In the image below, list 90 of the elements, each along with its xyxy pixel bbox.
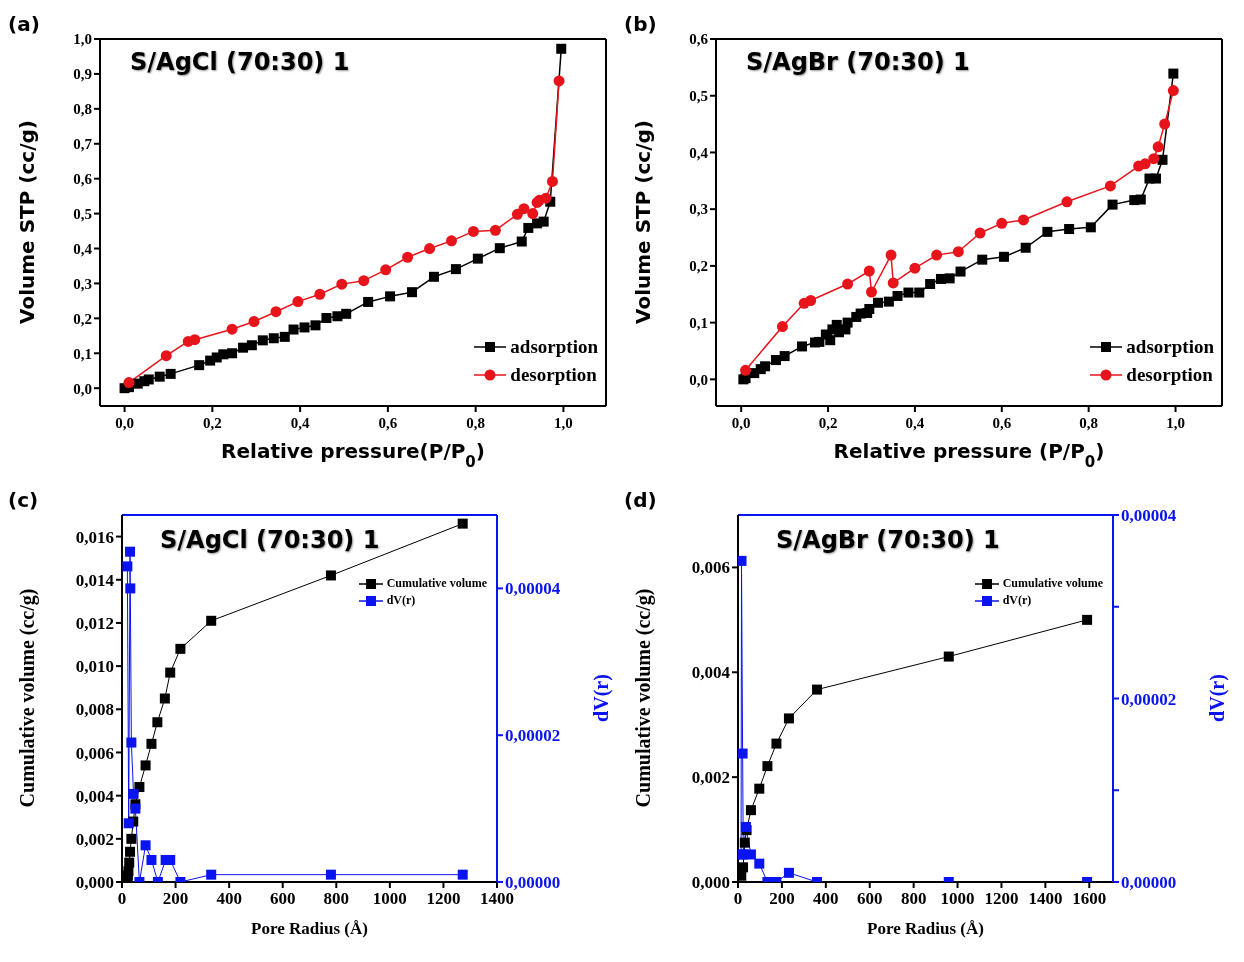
y-tick-label: 0,000 <box>75 873 114 893</box>
chart-title: S/AgBr (70:30) 1 <box>746 48 970 76</box>
x-axis-title: Pore Radius (Å) <box>867 919 984 938</box>
y-tick-label: 0,1 <box>73 345 92 362</box>
y-tick-label: 0,014 <box>75 570 115 590</box>
y-tick-label: 0,012 <box>75 613 114 633</box>
y2-axis-title: dV(r) <box>590 674 613 722</box>
legend-label: adsorption <box>1126 336 1214 358</box>
x-axis-title: Relative pressure (P/P$_{0}$) <box>833 439 1105 471</box>
y-tick-label: 0,8 <box>73 101 92 118</box>
x-tick-label: 0,6 <box>378 415 398 431</box>
x-tick-label: 1,0 <box>1166 415 1185 431</box>
y-tick-label: 0,010 <box>75 657 114 677</box>
x-tick-label: 600 <box>269 889 296 908</box>
x-tick-label: 800 <box>323 889 350 908</box>
x-tick-label: 1000 <box>940 889 975 908</box>
x-tick-label: 400 <box>813 889 839 908</box>
y-tick-label: 1,0 <box>73 31 92 48</box>
y-tick-label: 0,3 <box>689 201 708 218</box>
y-tick-label: 0,016 <box>75 527 114 547</box>
x-axis-title: Relative pressure(P/P$_{0}$) <box>221 439 485 471</box>
y-tick-label: 0,3 <box>73 275 92 292</box>
x-tick-label: 1,0 <box>554 415 573 431</box>
legend-label: dV(r) <box>1002 593 1032 608</box>
x-tick-label: 1200 <box>426 889 461 908</box>
x-tick-label: 0,2 <box>818 415 838 431</box>
x-tick-label: 1000 <box>372 889 407 908</box>
y-tick-label: 0,004 <box>75 786 115 806</box>
x-axis-title: Pore Radius (Å) <box>251 919 368 938</box>
x-tick-label: 0 <box>117 889 127 908</box>
y-tick-label: 0,6 <box>73 171 93 187</box>
y-tick-label: 0,4 <box>689 144 709 161</box>
y2-axis-title: dV(r) <box>1206 674 1229 722</box>
y-tick-label: 0,6 <box>689 31 709 48</box>
text: S/AgBr (70:30) 1 <box>776 526 1000 554</box>
y-tick-label: 0,0 <box>73 380 92 397</box>
y-tick-label: 0,004 <box>691 663 731 683</box>
x-tick-label: 0,2 <box>202 415 222 431</box>
x-tick-label: 200 <box>769 889 795 908</box>
y2-tick-label: 0,00000 <box>1121 873 1177 893</box>
chart-title: S/AgCl (70:30) 1 <box>130 48 350 76</box>
x-tick-label: 1600 <box>1072 889 1107 908</box>
y2-tick-label: 0,00004 <box>505 579 561 599</box>
legend-label: desorption <box>1126 364 1213 386</box>
y-tick-label: 0,2 <box>689 258 708 275</box>
y-tick-label: 0,006 <box>691 558 730 578</box>
x-tick-label: 400 <box>216 889 242 908</box>
legend-label: desorption <box>510 364 597 386</box>
x-tick-label: 0,8 <box>466 415 486 431</box>
text: (b) <box>624 12 657 36</box>
y-tick-label: 0,000 <box>691 873 730 893</box>
legend-label: dV(r) <box>386 593 416 608</box>
y-axis-title: Cumulative volume (cc/g) <box>632 588 655 808</box>
x-tick-label: 1400 <box>1028 889 1063 908</box>
y-tick-label: 0,5 <box>73 205 92 222</box>
y-axis-title: Volume STP (cc/g) <box>631 120 655 324</box>
y-axis-title: Cumulative volume (cc/g) <box>16 588 39 808</box>
x-tick-label: 0,6 <box>992 415 1012 431</box>
legend-label: Cumulative volume <box>1002 576 1103 591</box>
y2-tick-label: 0,00004 <box>1121 506 1177 526</box>
y-tick-label: 0,4 <box>73 240 93 257</box>
x-tick-label: 0,4 <box>905 415 925 431</box>
text: S/AgCl (70:30) 1 <box>160 526 380 554</box>
y-tick-label: 0,1 <box>689 314 708 331</box>
x-tick-label: 0,0 <box>115 415 134 431</box>
y2-tick-label: 0,00002 <box>505 726 561 746</box>
x-tick-label: 1200 <box>984 889 1019 908</box>
y2-tick-label: 0,00002 <box>1121 689 1177 709</box>
text: (c) <box>8 488 39 512</box>
y-tick-label: 0,7 <box>73 136 93 153</box>
x-tick-label: 800 <box>900 889 927 908</box>
y-tick-label: 0,002 <box>691 768 730 788</box>
legend-label: Cumulative volume <box>386 576 487 591</box>
y-tick-label: 0,002 <box>75 829 114 849</box>
y-tick-label: 0,5 <box>689 88 708 105</box>
x-tick-label: 0,0 <box>731 415 751 431</box>
y-tick-label: 0,0 <box>689 371 708 388</box>
x-tick-label: 0,4 <box>290 415 310 431</box>
text: (a) <box>8 12 40 36</box>
text: (d) <box>624 488 657 512</box>
y-tick-label: 0,008 <box>75 700 114 720</box>
y-tick-label: 0,2 <box>73 310 92 327</box>
y-tick-label: 0,006 <box>75 743 114 763</box>
x-tick-label: 600 <box>856 889 883 908</box>
x-tick-label: 0,8 <box>1079 415 1099 431</box>
y-tick-label: 0,9 <box>73 66 92 83</box>
legend-label: adsorption <box>510 336 598 358</box>
x-tick-label: 0 <box>733 889 743 908</box>
x-tick-label: 200 <box>162 889 189 908</box>
y-axis-title: Volume STP (cc/g) <box>15 120 39 324</box>
